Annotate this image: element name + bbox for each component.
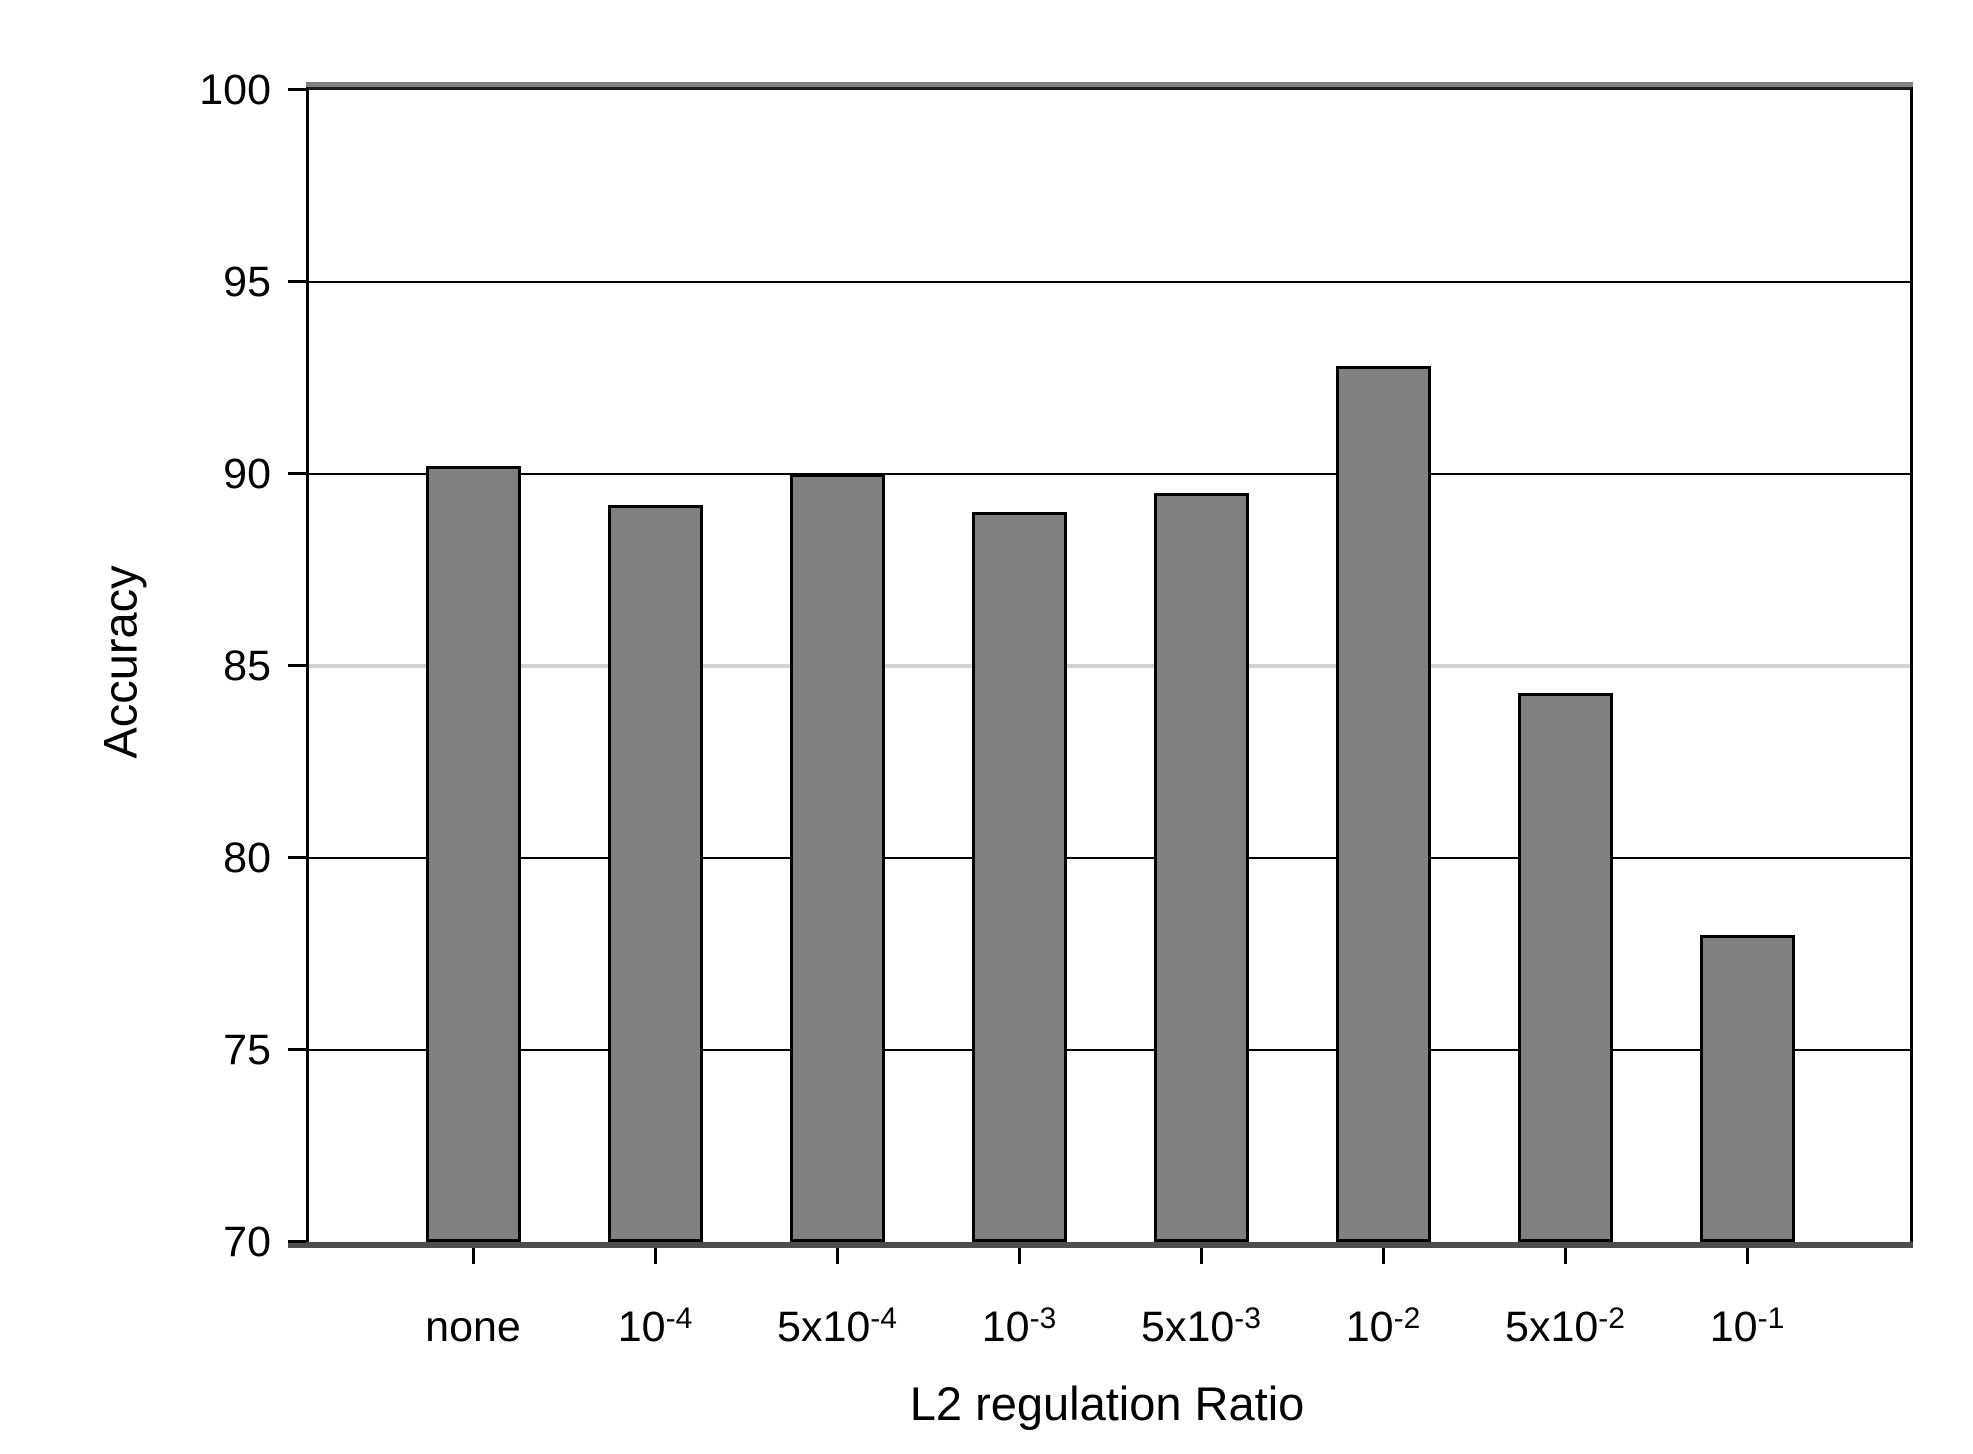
y-tick: [288, 280, 306, 283]
x-tick: [835, 1248, 839, 1264]
gridline: [309, 281, 1910, 283]
y-tick: [288, 1048, 306, 1051]
bar: [425, 466, 521, 1242]
x-tick-label: 10-4: [617, 1301, 693, 1352]
y-tick: [288, 1240, 306, 1243]
x-tick: [1381, 1248, 1385, 1264]
bar: [1153, 493, 1249, 1242]
gridline: [309, 473, 1910, 475]
bar: [789, 474, 885, 1242]
x-tick: [1017, 1248, 1021, 1264]
y-tick-label: 70: [223, 1218, 271, 1266]
bar: [971, 512, 1067, 1242]
bar: [1699, 934, 1795, 1242]
bar: [607, 504, 703, 1242]
x-axis-line: [288, 1242, 1913, 1248]
x-tick-label: 5x10-2: [1505, 1301, 1625, 1352]
y-tick-label: 85: [223, 642, 271, 690]
y-tick: [288, 664, 306, 667]
y-tick-label: 90: [223, 450, 271, 498]
y-tick-label: 75: [223, 1026, 271, 1074]
bar: [1335, 366, 1431, 1242]
x-tick: [653, 1248, 657, 1264]
y-tick: [288, 856, 306, 859]
plot-area: 70 75 80 85 90 95 100 none 10-4 5x10-4 10-3 5x10-3 1…: [199, 67, 1913, 1351]
x-tick: [471, 1248, 475, 1264]
x-tick-label: 5x10-4: [777, 1301, 897, 1352]
x-tick: [1563, 1248, 1567, 1264]
x-tick: [1745, 1248, 1749, 1264]
gridline: [309, 1049, 1910, 1051]
y-tick-label: 100: [199, 66, 271, 114]
x-tick-label: 10-3: [981, 1301, 1057, 1352]
x-axis-title: L2 regulation Ratio: [909, 1377, 1305, 1430]
gridline-light: [309, 664, 1910, 668]
x-tick-label: 10-2: [1345, 1301, 1421, 1352]
x-tick: [1199, 1248, 1203, 1264]
gridline: [309, 857, 1910, 859]
y-tick: [288, 472, 306, 475]
y-tick-label: 95: [223, 258, 271, 306]
bar: [1517, 692, 1613, 1242]
y-tick: [288, 88, 306, 91]
y-tick-label: 80: [223, 834, 271, 882]
x-tick-label: none: [425, 1303, 521, 1351]
x-tick-label: 5x10-3: [1141, 1301, 1261, 1352]
x-tick-label: 10-1: [1709, 1301, 1785, 1352]
